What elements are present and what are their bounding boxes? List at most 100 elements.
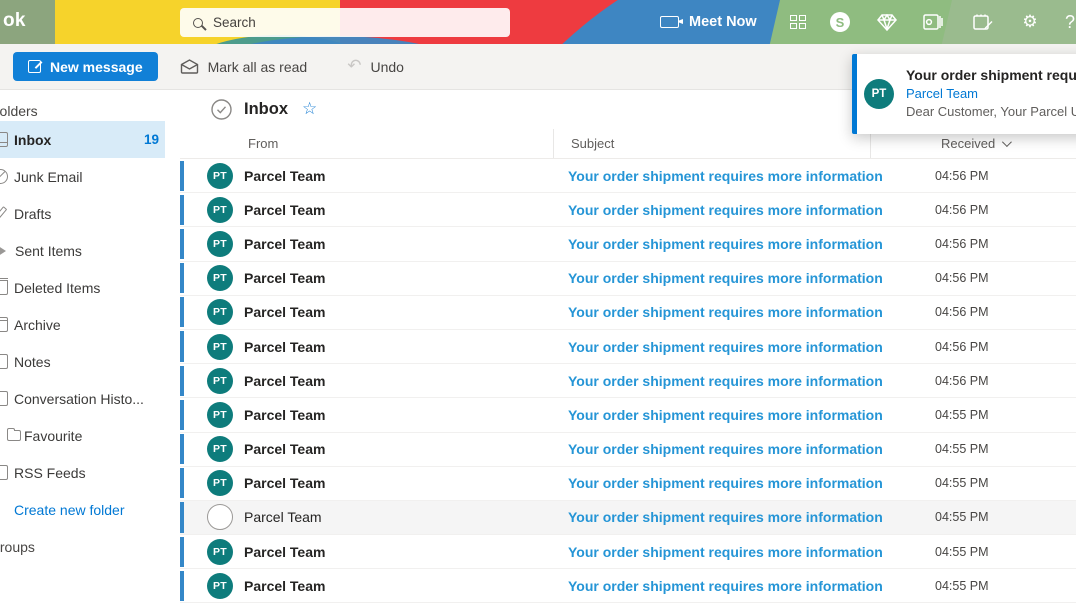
sender-avatar[interactable]: PT <box>207 401 233 428</box>
notes-icon <box>0 354 8 369</box>
create-new-folder-link[interactable]: Create new folder <box>14 501 125 518</box>
email-received-time: 04:55 PM <box>935 578 989 593</box>
email-row[interactable]: PT Parcel Team Your order shipment requi… <box>180 467 1076 501</box>
sender-avatar[interactable]: PT <box>207 333 233 360</box>
search-input[interactable]: Search <box>180 8 510 37</box>
folder-label: Notes <box>14 353 51 370</box>
column-header-subject[interactable]: Subject <box>553 129 870 158</box>
undo-button[interactable]: ↶ Undo <box>347 56 404 76</box>
sidebar-folder-item[interactable]: Conversation Histo... <box>0 380 165 417</box>
email-row[interactable]: PT Parcel Team Your order shipment requi… <box>180 330 1076 365</box>
top-app-bar: ok Search Meet Now S <box>0 0 1076 44</box>
unread-indicator <box>180 194 184 225</box>
sender-avatar[interactable]: PT <box>207 196 233 223</box>
sidebar-folder-item[interactable]: Archive <box>0 306 165 343</box>
folder-label: Archive <box>14 316 61 333</box>
folder-list: Inbox 19 Junk Email Drafts Sent Items De… <box>0 121 180 491</box>
column-header-received[interactable]: Received <box>870 129 1013 158</box>
folder-label: Junk Email <box>14 168 83 185</box>
unread-indicator <box>180 502 184 533</box>
select-all-checkbox[interactable] <box>211 99 232 120</box>
email-received-time: 04:56 PM <box>935 305 989 320</box>
sidebar-folder-item[interactable]: Junk Email <box>0 158 165 195</box>
folder-sidebar: Folders Inbox 19 Junk Email Drafts Sent … <box>0 90 180 604</box>
todo-notes-icon[interactable] <box>971 0 995 44</box>
sender-avatar[interactable]: PT <box>207 230 233 257</box>
email-sender: Parcel Team <box>244 338 326 355</box>
sidebar-folder-item[interactable]: Favourite <box>0 417 165 454</box>
sender-avatar[interactable] <box>207 504 233 531</box>
sent-icon <box>0 243 6 258</box>
mailbox-header: Inbox ☆ <box>180 90 1076 129</box>
unread-indicator <box>180 160 184 191</box>
unread-indicator <box>180 365 184 396</box>
skype-icon[interactable]: S <box>828 0 852 44</box>
email-row[interactable]: PT Parcel Team Your order shipment requi… <box>180 398 1076 433</box>
email-sender: Parcel Team <box>244 201 326 218</box>
favorite-star-icon[interactable]: ☆ <box>302 99 318 119</box>
theme-shape-blue-small <box>120 36 550 44</box>
sidebar-folder-item[interactable]: Sent Items <box>0 232 165 269</box>
toast-sender-avatar: PT <box>864 79 894 109</box>
undo-icon: ↶ <box>347 56 362 76</box>
email-received-time: 04:56 PM <box>935 339 989 354</box>
inbox-icon <box>0 132 8 147</box>
conversation-history-icon <box>0 391 8 406</box>
sidebar-folder-item[interactable]: Deleted Items <box>0 269 165 306</box>
compose-icon <box>28 60 41 73</box>
column-header-row: From Subject Received <box>180 129 1076 159</box>
email-row[interactable]: PT Parcel Team Your order shipment requi… <box>180 364 1076 399</box>
sidebar-folder-item[interactable]: Notes <box>0 343 165 380</box>
email-row[interactable]: PT Parcel Team Your order shipment requi… <box>180 227 1076 262</box>
settings-gear-icon[interactable]: ⚙ <box>1022 11 1038 32</box>
email-received-time: 04:55 PM <box>935 442 989 457</box>
unread-indicator <box>180 331 184 362</box>
new-mail-notification-toast[interactable]: PT Your order shipment requires Parcel T… <box>852 54 1076 134</box>
new-message-button[interactable]: New message <box>13 52 158 81</box>
groups-section-label: Groups <box>0 538 35 555</box>
email-sender: Parcel Team <box>244 509 322 526</box>
sender-avatar[interactable]: PT <box>207 265 233 292</box>
onenote-feed-icon[interactable] <box>921 0 945 44</box>
mail-list-pane: Inbox ☆ From Subject Received PT Parcel … <box>180 90 1076 604</box>
email-row[interactable]: PT Parcel Team Your order shipment requi… <box>180 193 1076 228</box>
sender-avatar[interactable]: PT <box>207 436 233 463</box>
help-icon[interactable]: ? <box>1064 11 1075 32</box>
sender-avatar[interactable]: PT <box>207 572 233 599</box>
sender-avatar[interactable]: PT <box>207 299 233 326</box>
sender-avatar[interactable]: PT <box>207 470 233 497</box>
apps-grid-icon[interactable] <box>786 0 810 44</box>
column-header-from[interactable]: From <box>248 136 279 151</box>
premium-diamond-icon[interactable] <box>875 0 899 44</box>
email-received-time: 04:56 PM <box>935 202 989 217</box>
email-subject: Your order shipment requires more inform… <box>568 577 883 594</box>
sidebar-folder-item[interactable]: RSS Feeds <box>0 454 165 491</box>
mark-all-as-read-button[interactable]: Mark all as read <box>180 59 307 75</box>
outlook-logo-partial: ok <box>3 10 26 31</box>
sidebar-folder-item[interactable]: Drafts <box>0 195 165 232</box>
email-row[interactable]: PT Parcel Team Your order shipment requi… <box>180 159 1076 194</box>
email-row[interactable]: PT Parcel Team Your order shipment requi… <box>180 569 1076 604</box>
email-row[interactable]: PT Parcel Team Your order shipment requi… <box>180 433 1076 467</box>
email-subject: Your order shipment requires more inform… <box>568 201 883 218</box>
folder-label: Conversation Histo... <box>14 390 144 407</box>
sender-avatar[interactable]: PT <box>207 162 233 189</box>
email-received-time: 04:55 PM <box>935 476 989 491</box>
toast-sender-name[interactable]: Parcel Team <box>906 86 979 101</box>
email-row[interactable]: PT Parcel Team Your order shipment requi… <box>180 262 1076 296</box>
unread-indicator <box>180 434 184 465</box>
unread-indicator <box>180 297 184 328</box>
sender-avatar[interactable]: PT <box>207 367 233 394</box>
email-row[interactable]: Parcel Team Your order shipment requires… <box>180 500 1076 536</box>
folder-label: Inbox <box>14 131 52 148</box>
email-sender: Parcel Team <box>244 577 326 594</box>
email-row[interactable]: PT Parcel Team Your order shipment requi… <box>180 535 1076 570</box>
email-received-time: 04:55 PM <box>935 407 989 422</box>
email-row[interactable]: PT Parcel Team Your order shipment requi… <box>180 296 1076 330</box>
sender-avatar[interactable]: PT <box>207 538 233 565</box>
email-subject: Your order shipment requires more inform… <box>568 372 883 389</box>
email-received-time: 04:55 PM <box>935 544 989 559</box>
deleted-icon <box>0 277 8 295</box>
sidebar-folder-item[interactable]: Inbox 19 <box>0 121 165 158</box>
meet-now-button[interactable]: Meet Now <box>660 0 757 44</box>
